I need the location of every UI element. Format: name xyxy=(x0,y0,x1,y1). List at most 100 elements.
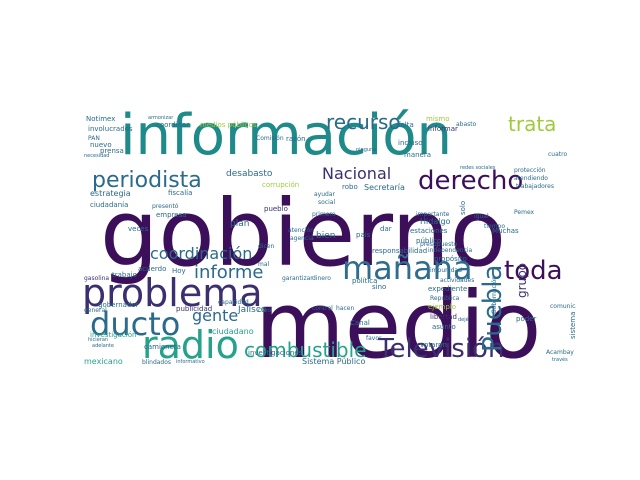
word-17: Nacional xyxy=(322,164,392,183)
word-100: importante xyxy=(416,211,450,218)
word-4: radio xyxy=(142,323,239,367)
word-82: atención xyxy=(288,227,314,234)
word-111: presentó xyxy=(152,203,179,210)
word-11: periodista xyxy=(92,168,202,193)
word-110: comunicación xyxy=(550,303,576,310)
word-120: dejé xyxy=(458,317,469,323)
word-20: estrategia xyxy=(90,189,131,198)
word-75: Acambay xyxy=(546,349,574,356)
word-52: Hoy xyxy=(172,267,186,275)
word-68: Pemex xyxy=(514,209,535,216)
word-101: general xyxy=(84,307,107,314)
word-87: hacen xyxy=(336,305,355,312)
word-43: público xyxy=(416,237,442,245)
word-22: involucrados xyxy=(88,125,133,133)
word-41: Hidalgo xyxy=(420,217,451,226)
word-107: ayudar xyxy=(314,191,335,198)
word-65: expediente xyxy=(428,285,468,293)
word-5: ducto xyxy=(90,305,181,343)
word-73: abasto xyxy=(456,121,477,128)
word-36: plan xyxy=(230,219,250,229)
word-45: propósito xyxy=(434,255,467,263)
word-31: manera xyxy=(404,151,432,159)
word-39: Secretaría xyxy=(364,183,405,192)
word-105: creo xyxy=(258,307,271,314)
word-83: agencia xyxy=(290,235,314,242)
word-40: robo xyxy=(342,183,358,191)
word-8: derecho xyxy=(418,166,524,196)
word-23: coordinar xyxy=(156,121,190,129)
word-33: ciudadanía xyxy=(90,201,129,209)
word-34: empresa xyxy=(156,211,187,219)
word-108: primero xyxy=(312,211,336,218)
word-84: fiscalía xyxy=(168,189,193,197)
word-64: ejemplo xyxy=(428,303,457,311)
word-72: protección xyxy=(514,167,546,174)
word-81: corrupción xyxy=(262,181,300,189)
word-91: dinero xyxy=(312,275,331,282)
word-21: Notimex xyxy=(86,115,116,123)
word-44: responsabilidad xyxy=(372,247,428,255)
word-66: votaron xyxy=(420,341,447,349)
word-56: camioneta xyxy=(144,343,181,351)
word-88: dicen xyxy=(258,243,275,250)
word-61: política xyxy=(352,277,378,285)
word-9: toda xyxy=(504,256,563,286)
word-92: favor xyxy=(366,335,382,342)
word-77: dar xyxy=(380,225,392,233)
word-99: igual xyxy=(474,213,489,220)
word-89: mal xyxy=(258,261,270,268)
word-6: mañana xyxy=(342,249,473,287)
word-14: recurso xyxy=(326,110,401,134)
word-119: ninguna xyxy=(356,147,377,153)
word-95: impunidad xyxy=(430,267,462,274)
word-113: adelante xyxy=(92,343,114,349)
word-112: través xyxy=(552,357,568,363)
word-79: sino xyxy=(372,283,387,291)
word-118: redes sociales xyxy=(460,165,496,171)
word-49: Jalisco xyxy=(238,305,267,315)
word-1: medio xyxy=(255,272,542,374)
word-2: información xyxy=(120,108,453,168)
word-86: control xyxy=(312,305,333,312)
word-97: independencia xyxy=(428,247,473,254)
word-37: pueblo xyxy=(264,205,288,213)
word-116: PAN xyxy=(88,135,100,142)
word-24: medios públicos xyxy=(200,121,257,129)
word-cloud: gobierno medio información problema radio duc… xyxy=(80,108,576,374)
word-26: falta xyxy=(398,121,414,129)
word-96: actividades xyxy=(440,277,475,284)
word-74: poder xyxy=(516,315,537,323)
word-28: prensa xyxy=(100,147,124,155)
word-69: cuatro xyxy=(548,151,568,158)
word-109: tiempo xyxy=(484,223,506,230)
word-63: libertad xyxy=(430,313,457,321)
word-106: social xyxy=(318,199,336,206)
word-70: trabajadores xyxy=(516,183,554,190)
word-13: trata xyxy=(508,112,557,136)
word-16: coordinación xyxy=(150,244,253,263)
word-62: asunto xyxy=(432,323,456,331)
word-50: trabajo xyxy=(112,271,137,279)
word-55: investigación xyxy=(90,331,137,339)
word-60: Canal xyxy=(350,319,370,327)
word-53: gasolina xyxy=(84,275,110,282)
word-30: incluso xyxy=(398,139,423,147)
word-32: desabasto xyxy=(226,169,273,179)
word-12: combustible xyxy=(244,338,367,362)
word-54: gobernador xyxy=(98,301,139,309)
word-78: país xyxy=(356,231,371,239)
word-115: necesidad xyxy=(84,153,110,159)
word-71: atendiendo xyxy=(514,175,548,182)
word-102: blindados xyxy=(142,359,172,366)
word-98: presupuesto xyxy=(420,241,458,248)
word-15: informe xyxy=(194,262,264,283)
word-47: ciudadano xyxy=(212,327,254,336)
word-90: garantizar xyxy=(282,275,313,282)
word-25: mismo xyxy=(426,115,450,123)
word-0: gobierno xyxy=(100,180,507,287)
word-51: acuerdo xyxy=(138,265,167,273)
word-38: bien xyxy=(316,231,336,241)
word-80: razón xyxy=(286,135,306,143)
word-117: armonizar xyxy=(148,115,174,121)
